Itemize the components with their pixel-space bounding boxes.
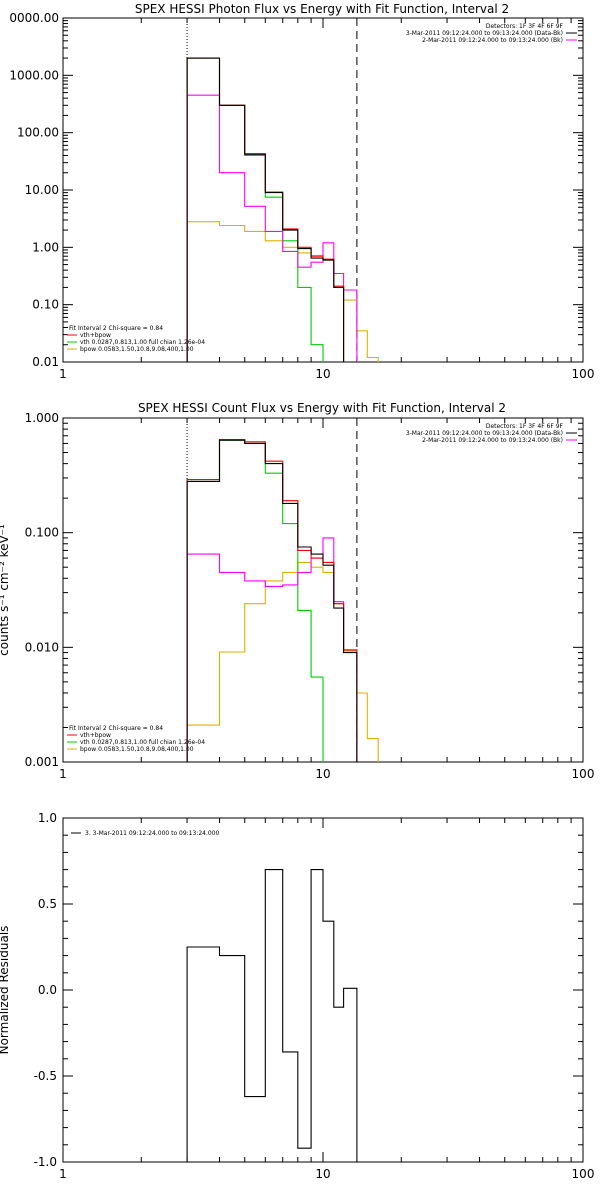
y-tick-label: 1000.00 xyxy=(9,68,59,82)
legend-entry: vth 0.0287,0.813,1.00 full chian 1.26e-0… xyxy=(80,739,205,746)
y-tick-label: 10.00 xyxy=(25,183,59,197)
vth-series-line xyxy=(186,57,324,362)
y-tick-label: 100.00 xyxy=(17,126,59,140)
bk-series-line xyxy=(186,94,358,362)
legend-entry: bpow 0.0583,1.50,10.8,9.08,400,1.00 xyxy=(80,346,194,353)
legend-entry: 2-Mar-2011 09:12:24.000 to 09:13:24.000 … xyxy=(422,37,563,44)
y-tick-label: 0.01 xyxy=(32,355,59,369)
x-tick-label: 1 xyxy=(59,367,67,381)
legend-entry: 3-Mar-2011 09:12:24.000 to 09:13:24.000 … xyxy=(406,30,563,37)
x-tick-label: 1 xyxy=(59,767,67,781)
legend-entry: Detectors: 1F 3F 4F 6F 9F xyxy=(486,423,564,430)
count-flux-legend: Detectors: 1F 3F 4F 6F 9F3-Mar-2011 09:1… xyxy=(67,423,577,753)
x-tick-label: 10 xyxy=(315,767,330,781)
y-tick-label: -1.0 xyxy=(34,1155,57,1169)
legend-entry: Fit Interval 2 Chi-square = 0.84 xyxy=(69,725,163,732)
x-tick-label: 1 xyxy=(59,1167,67,1181)
residuals-series xyxy=(186,869,358,1162)
x-tick-label: 100 xyxy=(572,767,595,781)
legend-entry: Fit Interval 2 Chi-square = 0.84 xyxy=(69,325,163,332)
x-tick-label: 100 xyxy=(572,1167,595,1181)
y-tick-label: 1.000 xyxy=(25,411,59,425)
data-series-line xyxy=(186,57,357,363)
legend-entry: vth+bpow xyxy=(80,732,111,739)
x-tick-label: 100 xyxy=(572,367,595,381)
data-series-line xyxy=(186,439,358,762)
residuals-legend: 3. 3-Mar-2011 09:12:24.000 to 09:13:24.0… xyxy=(71,830,220,837)
y-tick-label: 0.5 xyxy=(38,897,57,911)
legend-entry: 3. 3-Mar-2011 09:12:24.000 to 09:13:24.0… xyxy=(85,830,220,837)
photon-flux-plot-frame xyxy=(62,17,584,363)
legend-entry: bpow 0.0583,1.50,10.8,9.08,400,1.00 xyxy=(80,746,194,753)
y-tick-label: 0.001 xyxy=(25,755,59,769)
photon-flux-legend: Detectors: 1F 3F 4F 6F 9F3-Mar-2011 09:1… xyxy=(67,23,577,353)
data-series-line xyxy=(186,869,358,1162)
legend-entry: vth+bpow xyxy=(80,332,111,339)
residuals-ticks: 1 10 100 -1.0 -0.5 0.0 0.5 1.0 xyxy=(34,811,595,1181)
legend-entry: vth 0.0287,0.813,1.00 full chian 1.26e-0… xyxy=(80,339,205,346)
count-flux-ticks: 1 10 100 0.001 0.010 0.100 1.000 xyxy=(25,411,595,781)
x-tick-label: 10 xyxy=(315,367,330,381)
y-tick-label: 0.0 xyxy=(38,983,57,997)
y-tick-label: 0000.00 xyxy=(9,11,59,25)
legend-entry: 2-Mar-2011 09:12:24.000 to 09:13:24.000 … xyxy=(422,437,563,444)
photon-flux-panel: SPEX HESSI Photon Flux vs Energy with Fi… xyxy=(9,2,594,381)
y-tick-label: -0.5 xyxy=(34,1069,57,1083)
y-tick-label: 0.100 xyxy=(25,526,59,540)
y-tick-label: 1.0 xyxy=(38,811,57,825)
photon-flux-ticks: 1 10 100 0.01 0.10 1.00 10.00 100.00 1000.00 0000… xyxy=(9,11,594,381)
legend-entry: Detectors: 1F 3F 4F 6F 9F xyxy=(486,23,564,30)
vth-series-line xyxy=(186,439,324,762)
y-tick-label: 0.010 xyxy=(25,640,59,654)
residuals-ylabel: Normalized Residuals xyxy=(0,926,11,1055)
photon-flux-title: SPEX HESSI Photon Flux vs Energy with Fi… xyxy=(135,2,509,16)
legend-entry: 3-Mar-2011 09:12:24.000 to 09:13:24.000 … xyxy=(406,430,563,437)
total-series-line xyxy=(186,57,357,363)
photon-flux-series xyxy=(186,18,379,363)
x-tick-label: 10 xyxy=(315,1167,330,1181)
count-flux-series xyxy=(186,418,379,762)
total-series-line xyxy=(186,438,358,762)
bpow-series-line xyxy=(186,561,379,762)
bk-series-line xyxy=(186,537,358,762)
count-flux-ylabel: counts s⁻¹ cm⁻² keV⁻¹ xyxy=(0,524,11,656)
y-tick-label: 0.10 xyxy=(32,298,59,312)
residuals-panel: Normalized Residuals 1 10 100 -1.0 -0.5 0.0 0.… xyxy=(0,811,594,1181)
count-flux-title: SPEX HESSI Count Flux vs Energy with Fit… xyxy=(138,401,506,415)
y-tick-label: 1.00 xyxy=(32,240,59,254)
count-flux-panel: SPEX HESSI Count Flux vs Energy with Fit… xyxy=(0,401,594,781)
